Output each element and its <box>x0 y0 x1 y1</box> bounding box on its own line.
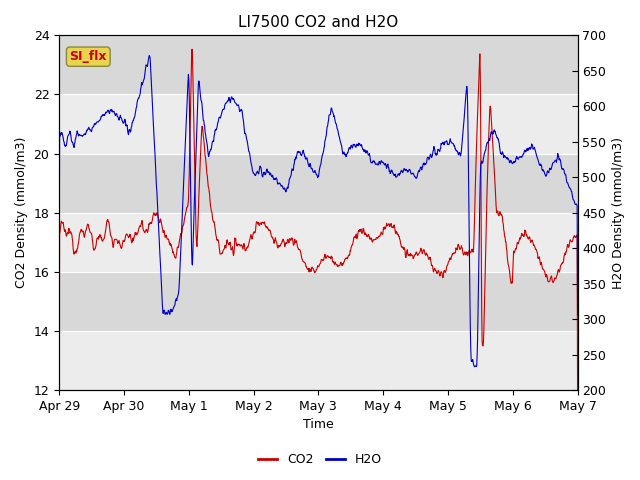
Legend: CO2, H2O: CO2, H2O <box>253 448 387 471</box>
Bar <box>59 95 577 154</box>
X-axis label: Time: Time <box>303 419 333 432</box>
Bar <box>59 331 577 390</box>
Y-axis label: CO2 Density (mmol/m3): CO2 Density (mmol/m3) <box>15 137 28 288</box>
Bar <box>59 272 577 331</box>
Y-axis label: H2O Density (mmol/m3): H2O Density (mmol/m3) <box>612 137 625 289</box>
Text: SI_flx: SI_flx <box>70 50 107 63</box>
Bar <box>59 213 577 272</box>
Bar <box>59 36 577 95</box>
Bar <box>59 154 577 213</box>
Title: LI7500 CO2 and H2O: LI7500 CO2 and H2O <box>238 15 399 30</box>
